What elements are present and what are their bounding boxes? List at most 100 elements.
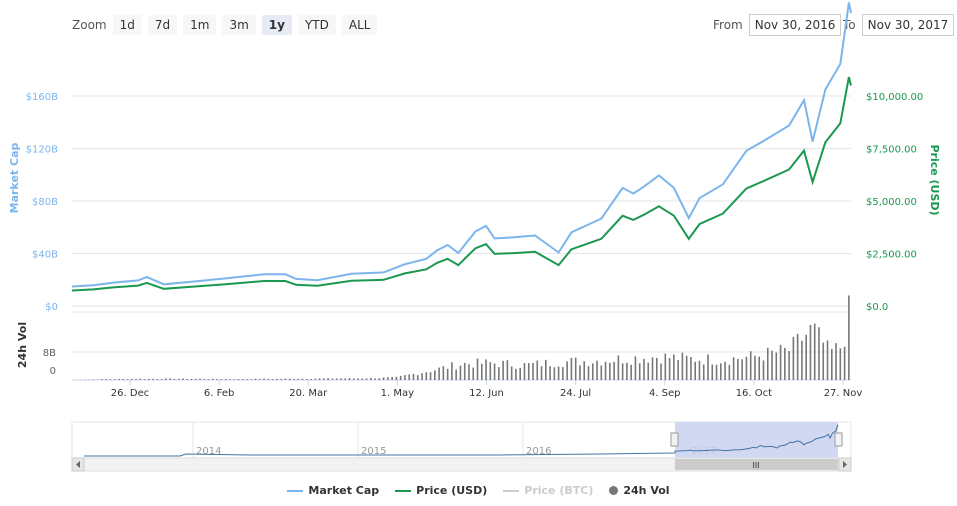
scrollbar-thumb[interactable]	[675, 459, 838, 470]
volume-bar	[416, 375, 419, 380]
volume-bar	[314, 378, 317, 380]
legend-item-price-btc[interactable]: Price (BTC)	[503, 484, 593, 497]
volume-bar	[557, 366, 560, 380]
zoom-all-button[interactable]: ALL	[341, 15, 378, 35]
volume-bar	[293, 379, 295, 380]
volume-bar	[203, 379, 206, 380]
x-tick-label: 24. Jul	[560, 388, 591, 399]
price-axis-title: Price (USD)	[928, 144, 941, 215]
volume-bar	[754, 355, 756, 380]
volume-bar	[365, 378, 368, 380]
volume-bar	[212, 378, 214, 380]
volume-bar	[310, 379, 312, 380]
volume-bar	[596, 360, 598, 380]
volume-bar	[711, 364, 714, 380]
volume-bar	[681, 352, 684, 380]
navigator-scrollbar[interactable]: III	[71, 457, 852, 472]
volume-bar	[382, 377, 385, 380]
volume-bar	[468, 364, 470, 380]
volume-bar	[523, 363, 526, 380]
volume-bar	[801, 340, 803, 380]
volume-bar	[434, 370, 436, 380]
volume-bar	[634, 356, 637, 380]
navigator-year-label: 2015	[361, 446, 386, 457]
volume-bar	[425, 372, 428, 380]
market-cap-tick-label: $80B	[32, 197, 58, 208]
volume-bar	[621, 363, 624, 380]
volume-bar	[233, 379, 236, 380]
volume-bar	[600, 365, 603, 380]
volume-bar	[297, 378, 300, 380]
volume-bar	[562, 367, 564, 380]
volume-bar	[109, 379, 112, 380]
chart-lines	[71, 2, 852, 292]
zoom-1m-button[interactable]: 1m	[183, 15, 217, 35]
volume-bar	[766, 347, 769, 380]
volume-bar	[493, 363, 496, 380]
to-date-input[interactable]	[861, 14, 954, 36]
volume-bar	[775, 352, 778, 380]
navigator-selection-mask[interactable]	[675, 422, 838, 458]
price-chart: $0 $40B $80B $120B $160B $0.0 $2,500.00 $5,000…	[8, 2, 941, 472]
volume-bar	[357, 378, 359, 380]
volume-bar	[331, 378, 334, 380]
from-label: From	[713, 18, 743, 32]
volume-bar	[169, 378, 171, 380]
volume-bar	[502, 360, 504, 380]
volume-bar	[404, 375, 406, 380]
volume-bar	[771, 350, 773, 380]
market-cap-line	[71, 2, 852, 288]
volume-bar	[813, 323, 816, 380]
zoom-1y-button[interactable]: 1y	[261, 15, 292, 35]
zoom-ytd-button[interactable]: YTD	[297, 15, 336, 35]
volume-bar	[613, 361, 615, 380]
zoom-7d-button[interactable]: 7d	[147, 15, 178, 35]
volume-bar	[446, 368, 449, 380]
volume-bar	[387, 377, 389, 380]
volume-bar	[630, 364, 632, 380]
volume-bar	[173, 379, 176, 380]
market-cap-tick-label: $160B	[26, 92, 58, 103]
volume-bar	[626, 362, 628, 380]
legend-item-market-cap[interactable]: Market Cap	[287, 484, 379, 497]
volume-tick-label: 8B	[43, 348, 56, 359]
volume-bar	[527, 363, 530, 380]
volume-bar	[728, 364, 731, 380]
volume-bar	[826, 340, 829, 380]
volume-bar	[574, 357, 577, 380]
volume-bar	[707, 354, 709, 380]
volume-bar	[160, 379, 163, 380]
volume-bar	[664, 353, 667, 380]
volume-bar	[263, 378, 265, 380]
volume-bar	[165, 378, 167, 380]
volume-bar	[126, 379, 129, 380]
legend-label-market-cap: Market Cap	[308, 484, 380, 497]
navigator[interactable]: 2014201520162017	[71, 421, 852, 459]
volume-bar	[267, 378, 270, 380]
legend-item-24h-vol[interactable]: 24h Vol	[609, 484, 670, 497]
zoom-3m-button[interactable]: 3m	[222, 15, 256, 35]
volume-bar	[540, 366, 543, 380]
volume-bar	[489, 362, 492, 380]
navigator-series-line	[84, 423, 839, 457]
from-date-input[interactable]	[748, 14, 841, 36]
volume-bar	[779, 344, 782, 380]
volume-bar	[327, 378, 329, 380]
volume-bar	[455, 369, 457, 380]
scrollbar-right-arrow-icon	[843, 461, 847, 468]
to-range: To	[843, 14, 954, 36]
volume-bar	[749, 351, 752, 380]
navigator-right-handle[interactable]	[834, 432, 843, 447]
volume-bar	[451, 362, 453, 380]
volume-bar	[105, 379, 107, 380]
navigator-left-handle[interactable]	[670, 432, 679, 447]
legend-label-price-btc: Price (BTC)	[524, 484, 594, 497]
volume-bar	[604, 361, 607, 380]
volume-bar	[271, 379, 274, 380]
price-axis-ticks: $0.0 $2,500.00 $5,000.00 $7,500.00 $10,000.0…	[866, 92, 923, 313]
zoom-1d-button[interactable]: 1d	[112, 15, 142, 35]
volume-bar	[792, 336, 795, 380]
volume-axis-title: 24h Vol	[16, 322, 29, 368]
legend-item-price-usd[interactable]: Price (USD)	[395, 484, 487, 497]
x-tick-label: 1. May	[381, 388, 414, 399]
